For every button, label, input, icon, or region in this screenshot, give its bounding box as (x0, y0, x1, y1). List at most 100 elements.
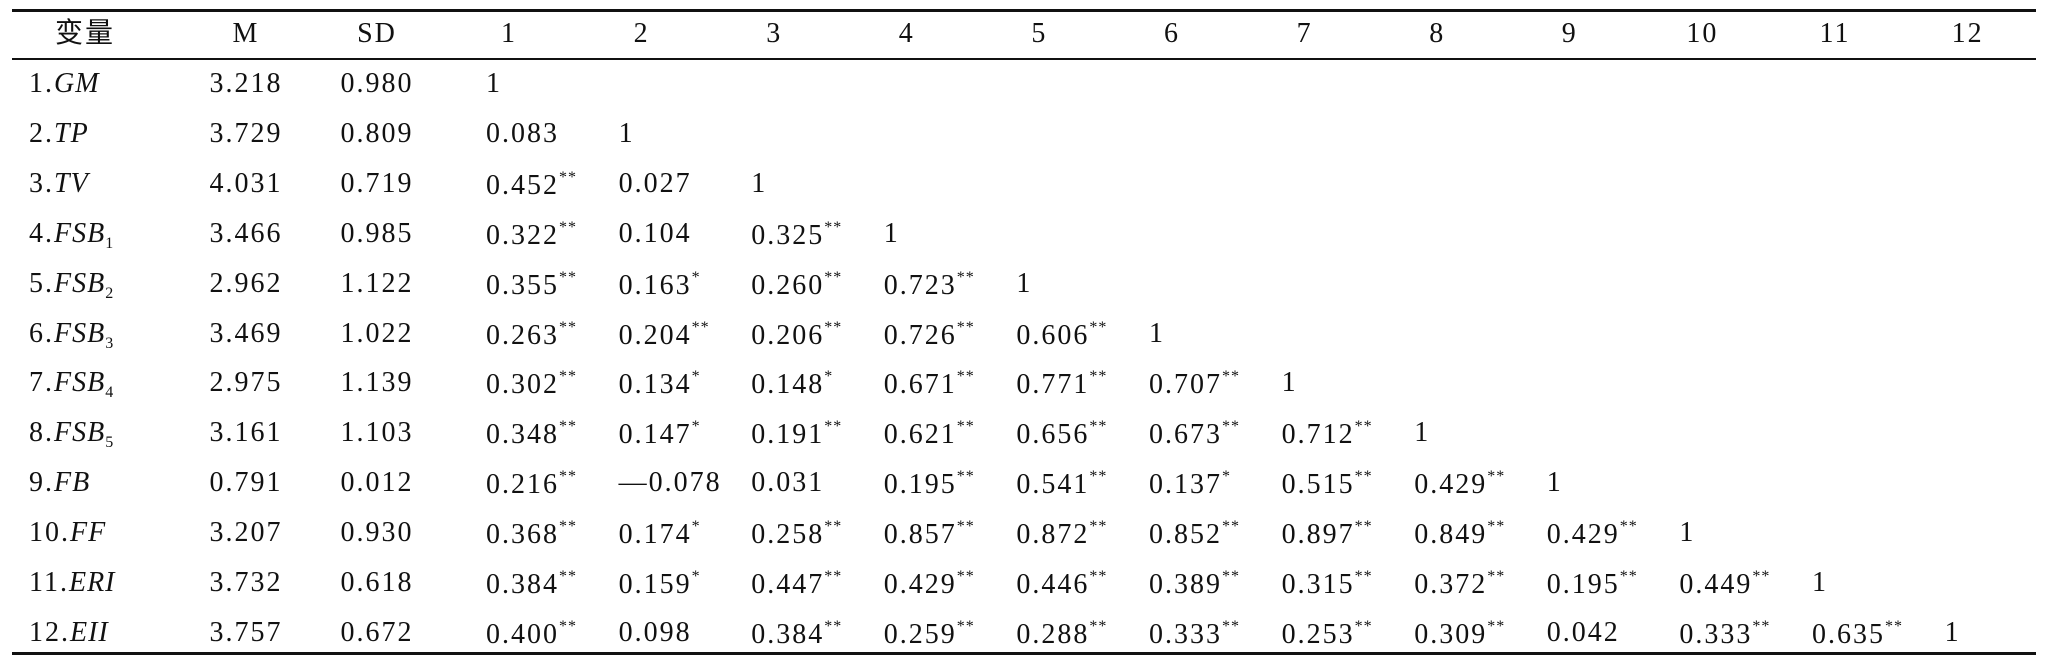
corr-value: 1 (1149, 317, 1165, 349)
corr-value: 0.723 (883, 269, 957, 301)
sd-cell: 0.672 (340, 616, 414, 648)
header-cell: 7 (1296, 18, 1313, 49)
row-variable: TP (54, 117, 89, 149)
significance: ** (956, 617, 975, 635)
significance: ** (1089, 418, 1108, 436)
corr-value: 0.372 (1414, 569, 1488, 600)
corr-value: 0.355 (486, 269, 559, 301)
header-cell: 10 (1686, 18, 1719, 49)
corr-cell: 1 (1945, 618, 1961, 647)
corr-cell: 1 (751, 169, 767, 198)
header-cell: 5 (1031, 18, 1048, 49)
row-label: 10.FF (29, 519, 106, 547)
corr-cell: —0.078 (619, 469, 722, 497)
mean-cell: 3.161 (209, 417, 283, 449)
corr-value: 0.031 (751, 467, 825, 499)
corr-value: 0.368 (486, 519, 559, 551)
corr-value: 0.621 (883, 419, 957, 451)
corr-cell: 0.372** (1414, 569, 1505, 599)
corr-cell: 0.400** (486, 618, 577, 649)
mean-cell: 3.732 (209, 567, 283, 598)
corr-cell: 0.348** (486, 419, 577, 449)
corr-value: 0.857 (883, 519, 957, 551)
corr-cell: 1 (619, 119, 635, 148)
sd-cell: 0.809 (340, 117, 414, 149)
corr-cell: 0.137* (1149, 469, 1231, 499)
significance: ** (824, 218, 843, 236)
corr-value: 0.429 (883, 569, 957, 600)
mean-cell: 0.791 (209, 467, 283, 499)
significance: ** (559, 518, 577, 536)
corr-cell: 1 (1282, 369, 1298, 397)
corr-value: 0.159 (618, 569, 692, 600)
corr-cell: 0.606** (1016, 319, 1107, 350)
sd-cell: 1.122 (340, 267, 414, 299)
corr-value: 0.447 (751, 569, 825, 600)
corr-value: 0.671 (883, 369, 957, 401)
corr-cell: 0.191** (751, 419, 842, 449)
corr-cell: 0.148* (751, 369, 833, 399)
corr-value: 0.348 (486, 419, 559, 451)
header-cell: 2 (633, 18, 650, 49)
corr-cell: 0.259** (884, 617, 975, 649)
corr-cell: 0.707** (1149, 369, 1240, 399)
corr-value: 0.384 (751, 618, 825, 650)
top-rule (12, 9, 2036, 12)
row-variable: FF (70, 517, 107, 549)
corr-cell: 0.771** (1016, 369, 1107, 399)
row-number: 3. (29, 167, 54, 199)
corr-cell: 0.515** (1282, 469, 1373, 499)
corr-value: 0.333 (1679, 618, 1753, 650)
mean-cell: 3.218 (209, 68, 283, 99)
significance: * (824, 368, 834, 386)
corr-cell: 0.159* (619, 569, 701, 599)
corr-value: 0.315 (1281, 569, 1355, 600)
corr-value: 0.452 (486, 169, 559, 201)
corr-cell: 0.216** (486, 469, 577, 499)
corr-cell: 1 (1016, 269, 1032, 298)
corr-cell: 0.541** (1016, 469, 1107, 499)
corr-cell: 0.872** (1016, 519, 1107, 549)
corr-cell: 0.447** (751, 569, 842, 599)
row-variable: FSB (54, 417, 106, 449)
row-subscript: 3 (105, 334, 116, 352)
significance: ** (956, 368, 975, 386)
corr-value: 0.429 (1414, 469, 1488, 501)
corr-value: 0.333 (1149, 618, 1222, 650)
header-cell: 6 (1164, 18, 1180, 49)
significance: ** (1089, 617, 1108, 635)
corr-cell: 0.027 (619, 169, 692, 198)
corr-value: 0.083 (486, 117, 559, 149)
corr-cell: 0.104 (619, 219, 692, 248)
corr-value: 0.673 (1149, 419, 1222, 451)
corr-cell: 0.163* (619, 269, 701, 300)
corr-cell: 0.195** (884, 469, 975, 499)
corr-value: 0.098 (618, 616, 692, 648)
corr-value: 0.325 (751, 219, 825, 251)
corr-cell: 0.253** (1282, 618, 1373, 649)
row-number: 10. (29, 517, 70, 549)
corr-value: 0.712 (1281, 419, 1355, 451)
corr-value: 1 (1281, 367, 1298, 399)
sd-cell: 0.980 (340, 68, 414, 99)
corr-value: 0.195 (1546, 569, 1620, 600)
corr-cell: 1 (1679, 519, 1695, 547)
corr-cell: 0.322** (486, 219, 577, 250)
significance: ** (1222, 518, 1240, 536)
significance: ** (559, 168, 577, 186)
corr-value: 0.137 (1149, 469, 1222, 501)
significance: ** (1487, 568, 1506, 585)
header-cell: 1 (501, 18, 517, 49)
sd-cell: 0.985 (340, 217, 414, 249)
row-label: 1.GM (29, 70, 100, 98)
corr-cell: 0.333** (1149, 618, 1240, 650)
significance: * (691, 518, 701, 536)
header-cell: SD (357, 18, 397, 49)
corr-cell: 0.673** (1149, 419, 1240, 449)
significance: ** (824, 617, 843, 635)
significance: ** (824, 268, 843, 286)
corr-cell: 0.134* (619, 369, 701, 399)
sd-cell: 0.719 (340, 167, 414, 199)
significance: ** (956, 518, 975, 536)
sd-cell: 0.930 (340, 517, 414, 549)
